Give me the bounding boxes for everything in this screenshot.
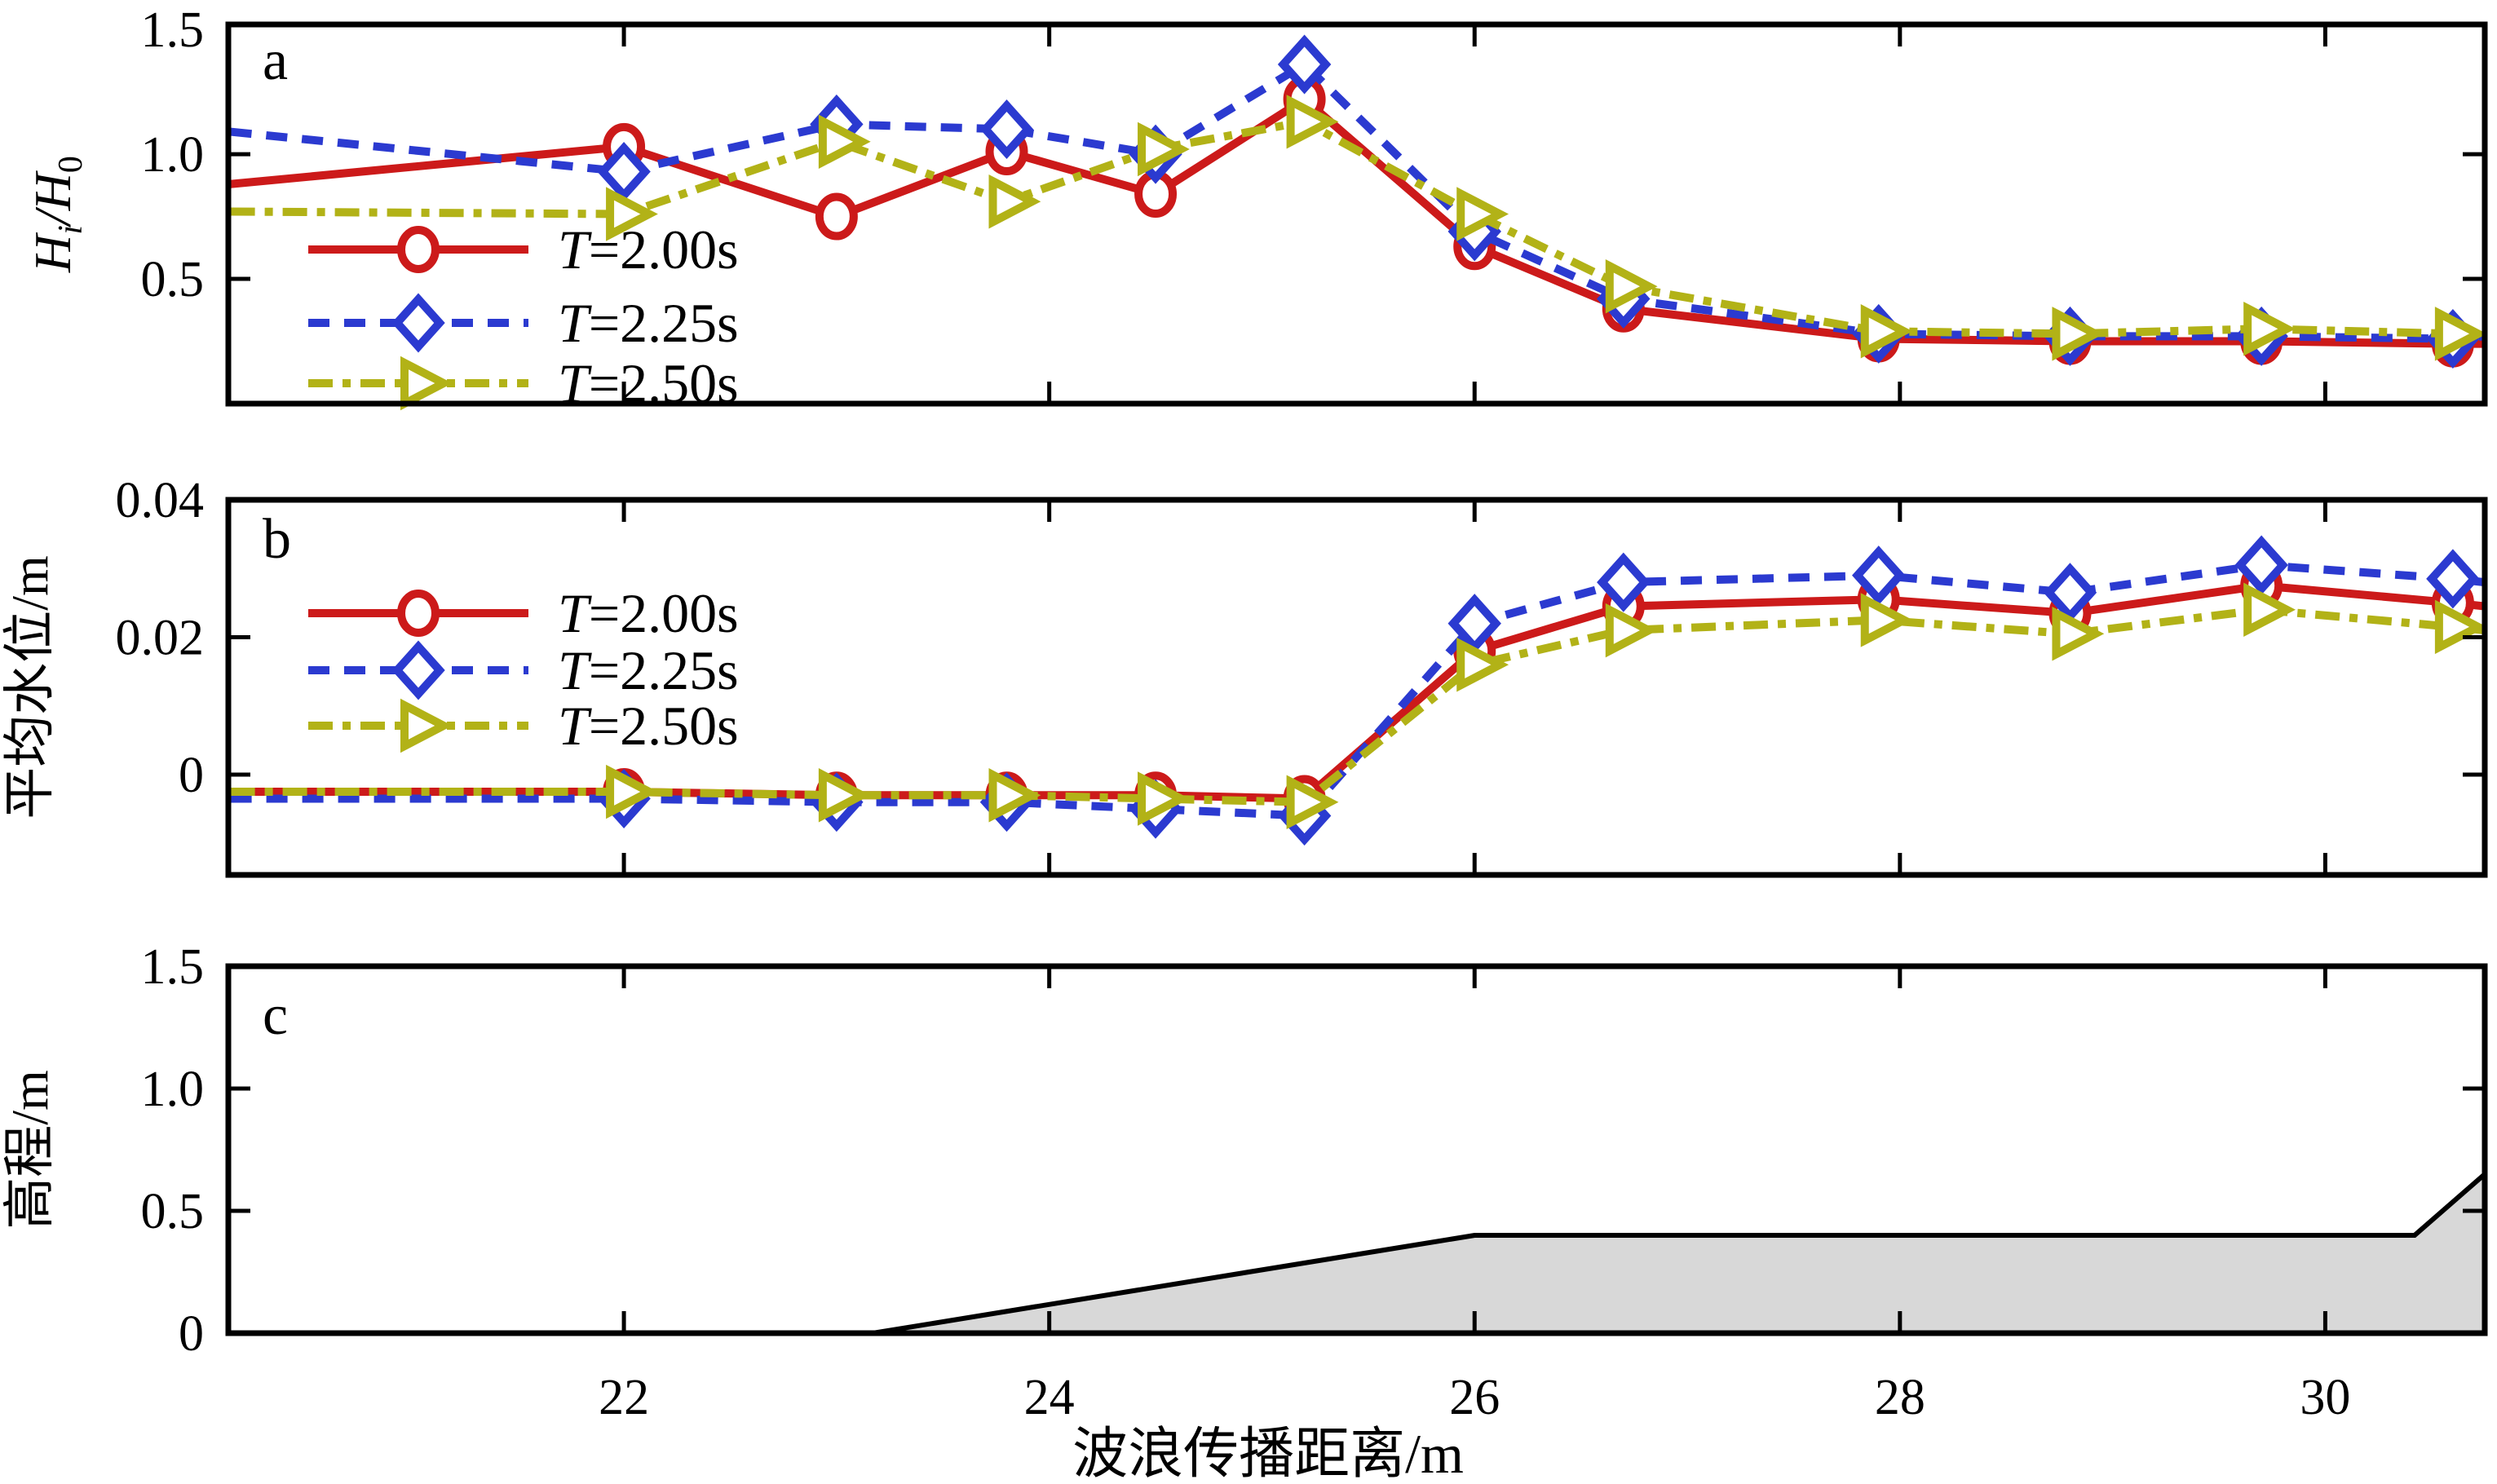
panel-b-letter: b (263, 508, 291, 571)
chart-layer: T=2.00sT=2.25sT=2.50s0.51.01.5T=2.00sT=2… (24, 2, 2488, 1425)
y-tick-label: 0.02 (116, 610, 205, 665)
series-a-T=2.50s (230, 95, 2487, 361)
panel-c: 0 0.5 1.0 1.5 (141, 939, 2488, 1362)
marker-triangle-right (1286, 95, 1339, 149)
marker-triangle-right (1860, 304, 1913, 359)
x-tick-label: 28 (1875, 1370, 1925, 1425)
y-tick-label: 0.5 (141, 252, 205, 307)
panel-a-letter: a (263, 29, 288, 92)
y-tick-label: 1.5 (141, 939, 205, 995)
panel-frame (225, 497, 2488, 878)
y-tick-label: 1.0 (141, 1062, 205, 1117)
y-tick-label: 0.5 (141, 1184, 205, 1239)
marker-diamond (1852, 545, 1906, 606)
x-tick-label: 24 (1024, 1370, 1075, 1425)
y-axis-title-wave-height-ratio: Hi/H0 (24, 156, 90, 273)
marker-diamond (597, 142, 651, 201)
marker-circle (815, 192, 858, 241)
marker-diamond (2234, 535, 2288, 595)
x-axis-title: 波浪传播距离/m (1072, 1423, 1464, 1484)
marker-triangle-right (1456, 187, 1509, 241)
x-tick-label: 26 (1449, 1370, 1500, 1425)
marker-diamond (1597, 552, 1651, 612)
panel-frame (225, 21, 2488, 407)
marker-diamond (391, 640, 445, 700)
y-tick-label: 0.04 (116, 473, 205, 528)
marker-triangle-right (1605, 603, 1658, 658)
series-b-T=2.50s (230, 582, 2487, 829)
marker-diamond (2426, 549, 2480, 609)
beach-profile-fill (228, 1174, 2485, 1333)
marker-triangle-right (818, 114, 871, 170)
legend-entry: T=2.25s (308, 292, 739, 354)
panel-c-letter: c (263, 984, 288, 1047)
legend-entry: T=2.50s (308, 695, 739, 757)
marker-triangle-right (1138, 771, 1190, 826)
y-tick-label: 0 (179, 1306, 204, 1362)
legend-label: T=2.50s (558, 695, 739, 757)
legend-label: T=2.25s (558, 639, 739, 701)
marker-diamond (979, 99, 1034, 159)
marker-triangle-right (988, 174, 1041, 229)
legend-entry: T=2.00s (308, 582, 739, 644)
marker-triangle-right (606, 764, 658, 819)
marker-triangle-right (2434, 599, 2487, 655)
y-tick-label: 1.0 (141, 127, 205, 183)
marker-triangle-right (1456, 637, 1509, 692)
marker-triangle-right (818, 768, 871, 823)
legend-label: T=2.00s (558, 219, 739, 280)
marker-triangle-right (2052, 307, 2105, 361)
marker-circle (397, 226, 440, 273)
y-tick-label: 1.5 (141, 2, 205, 58)
panel-frame (225, 963, 2488, 1336)
marker-diamond (391, 293, 445, 353)
marker-triangle-right (988, 768, 1041, 823)
marker-triangle-right (1860, 593, 1913, 647)
marker-triangle-right (1605, 258, 1658, 314)
marker-triangle-right (1286, 775, 1339, 829)
x-tick-label: 22 (599, 1370, 649, 1425)
y-axis-title-elevation: 高程/m (1, 1070, 59, 1230)
x-tick-label: 30 (2300, 1370, 2350, 1425)
marker-triangle-right (400, 698, 453, 753)
legend-label: T=2.00s (558, 582, 739, 644)
marker-triangle-right (2434, 307, 2487, 361)
marker-triangle-right (606, 187, 658, 241)
marker-triangle-right (400, 356, 453, 411)
marker-triangle-right (2243, 301, 2296, 356)
legend-entry: T=2.25s (308, 639, 739, 701)
legend-label: T=2.25s (558, 292, 739, 354)
marker-circle (397, 590, 440, 637)
marker-triangle-right (1138, 121, 1190, 177)
marker-diamond (1277, 34, 1332, 95)
y-tick-label: 0 (179, 748, 204, 803)
y-axis-title-mean-water-level: 平均水位/m (1, 555, 59, 819)
legend-entry: T=2.00s (308, 219, 739, 280)
marker-triangle-right (2052, 607, 2105, 661)
marker-triangle-right (2243, 582, 2296, 638)
